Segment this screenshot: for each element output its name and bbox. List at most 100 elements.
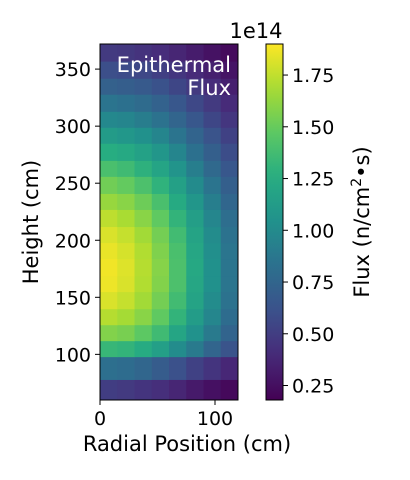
heatmap-cell [169,356,187,380]
heatmap-cell [203,291,222,310]
heatmap-cell [186,44,204,62]
heatmap-cell [203,78,222,95]
heatmap-cell [203,324,222,342]
heatmap-cell [186,209,204,228]
heatmap-cell [203,275,222,293]
heatmap-cell [117,242,135,260]
annotation-line-1: Epithermal [117,53,231,77]
heatmap-cell [151,111,170,128]
heatmap-cell [186,127,204,144]
heatmap-cell [186,94,204,112]
y-tick-label: 350 [55,59,91,81]
heatmap-cell [169,340,187,358]
heatmap-cell [169,308,187,326]
heatmap-cell [117,127,135,144]
y-tick-label: 250 [55,173,91,195]
heatmap-cell [117,340,135,358]
heatmap-cell [186,275,204,293]
heatmap-cell [100,308,118,326]
heatmap-cell [134,61,153,79]
heatmap-cell [134,176,153,194]
heatmap-cell [151,308,170,326]
heatmap-cell [134,258,153,277]
heatmap-cell [134,94,153,112]
heatmap-cell [117,44,135,62]
heatmap-cell [100,291,118,310]
colorbar-label: Flux (n/cm2•s) [349,146,374,297]
heatmap-cell [220,176,239,194]
heatmap-cell [134,379,153,401]
heatmap-cell [186,226,204,244]
heatmap-cell [203,356,222,380]
heatmap-cell [220,44,239,62]
colorbar-offset-text: 1e14 [229,19,282,43]
heatmap-cell [117,308,135,326]
heatmap-cell [100,275,118,293]
heatmap-cell [134,111,153,128]
heatmap-cell [186,308,204,326]
heatmap-cell [186,340,204,358]
plot-frame [99,43,239,401]
heatmap-cell [203,379,222,401]
heatmap-cells [100,44,239,401]
colorbar-ticks: 0.25 0.50 0.75 1.00 1.25 1.50 1.75 [283,65,334,398]
heatmap-cell [203,94,222,112]
heatmap-cell [220,356,239,380]
heatmap-cell [169,44,187,62]
heatmap-cell [100,356,118,380]
y-tick-label: 100 [55,344,91,366]
heatmap-cell [151,340,170,358]
heatmap-cell [117,111,135,128]
heatmap-cell [134,226,153,244]
heatmap-cell [117,193,135,210]
heatmap-cell [100,226,118,244]
heatmap-cell [203,44,222,62]
heatmap-cell [203,226,222,244]
heatmap-cell [134,275,153,293]
heatmap-cell [169,176,187,194]
y-axis: 100 150 200 250 300 350 [55,59,100,366]
heatmap-cell [151,324,170,342]
heatmap-cell [169,160,187,177]
heatmap-cell [100,324,118,342]
x-tick-label: 100 [197,408,233,430]
heatmap-cell [169,127,187,144]
heatmap-cell [151,61,170,79]
heatmap-cell [186,356,204,380]
heatmap-cell [169,226,187,244]
heatmap-cell [186,176,204,194]
x-axis: 0 100 [94,400,233,430]
heatmap-cell [117,226,135,244]
y-tick-label: 200 [55,230,91,252]
heatmap-cell [117,275,135,293]
x-axis-label: Radial Position (cm) [83,432,291,456]
heatmap-cell [203,340,222,358]
annotation-line-2: Flux [187,76,231,100]
heatmap-cell [100,78,118,95]
heatmap-cell [100,242,118,260]
heatmap-cell [100,111,118,128]
heatmap-cell [220,275,239,293]
heatmap-cell [151,160,170,177]
heatmap-cell [151,143,170,161]
heatmap-cell [186,258,204,277]
heatmap-cell [151,209,170,228]
heatmap-cell [117,176,135,194]
heatmap-cell [100,379,118,401]
colorbar-tick-label: 1.00 [292,220,334,242]
heatmap-cell [186,291,204,310]
heatmap-cell [169,111,187,128]
heatmap-cell [203,242,222,260]
heatmap-cell [100,176,118,194]
heatmap-cell [220,143,239,161]
heatmap-cell [151,127,170,144]
heatmap-cell [151,379,170,401]
heatmap-cell [186,78,204,95]
heatmap-cell [203,258,222,277]
heatmap-cell [220,61,239,79]
heatmap-cell [134,291,153,310]
heatmap-cell [117,61,135,79]
heatmap-cell [100,340,118,358]
heatmap-cell [220,127,239,144]
heatmap-cell [100,160,118,177]
